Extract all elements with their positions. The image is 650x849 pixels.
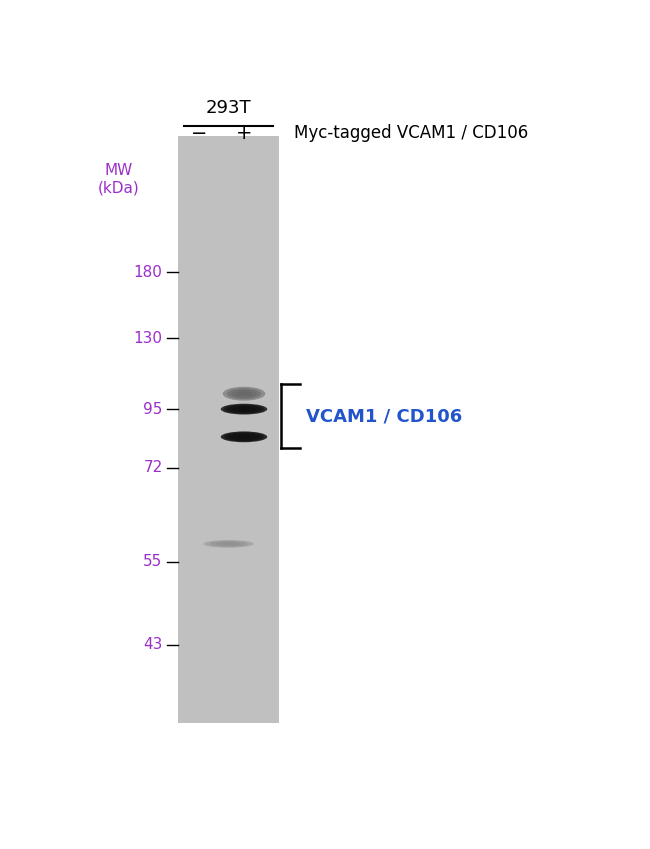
Ellipse shape <box>223 387 265 401</box>
Ellipse shape <box>235 391 252 396</box>
Ellipse shape <box>227 405 261 413</box>
Ellipse shape <box>231 406 257 413</box>
Text: +: + <box>236 124 252 143</box>
Ellipse shape <box>234 435 254 439</box>
Ellipse shape <box>224 432 264 441</box>
Ellipse shape <box>221 431 267 442</box>
Text: 72: 72 <box>144 460 162 475</box>
Ellipse shape <box>231 390 257 398</box>
Ellipse shape <box>237 436 251 438</box>
Ellipse shape <box>224 404 264 413</box>
Ellipse shape <box>231 434 257 440</box>
Ellipse shape <box>209 541 248 547</box>
Text: VCAM1 / CD106: VCAM1 / CD106 <box>306 408 462 426</box>
Text: 43: 43 <box>143 638 162 652</box>
Bar <box>178 136 279 723</box>
Text: 55: 55 <box>144 554 162 569</box>
Text: 180: 180 <box>134 265 162 279</box>
Ellipse shape <box>237 408 251 411</box>
Text: MW
(kDa): MW (kDa) <box>98 163 139 195</box>
Ellipse shape <box>234 407 254 412</box>
Ellipse shape <box>227 433 261 441</box>
Text: 95: 95 <box>143 402 162 417</box>
Ellipse shape <box>203 540 254 548</box>
Ellipse shape <box>221 404 267 414</box>
Text: 130: 130 <box>134 331 162 346</box>
Text: Myc-tagged VCAM1 / CD106: Myc-tagged VCAM1 / CD106 <box>294 125 528 143</box>
Ellipse shape <box>227 388 261 399</box>
Text: 293T: 293T <box>205 98 252 116</box>
Text: −: − <box>191 124 207 143</box>
Ellipse shape <box>216 542 241 546</box>
